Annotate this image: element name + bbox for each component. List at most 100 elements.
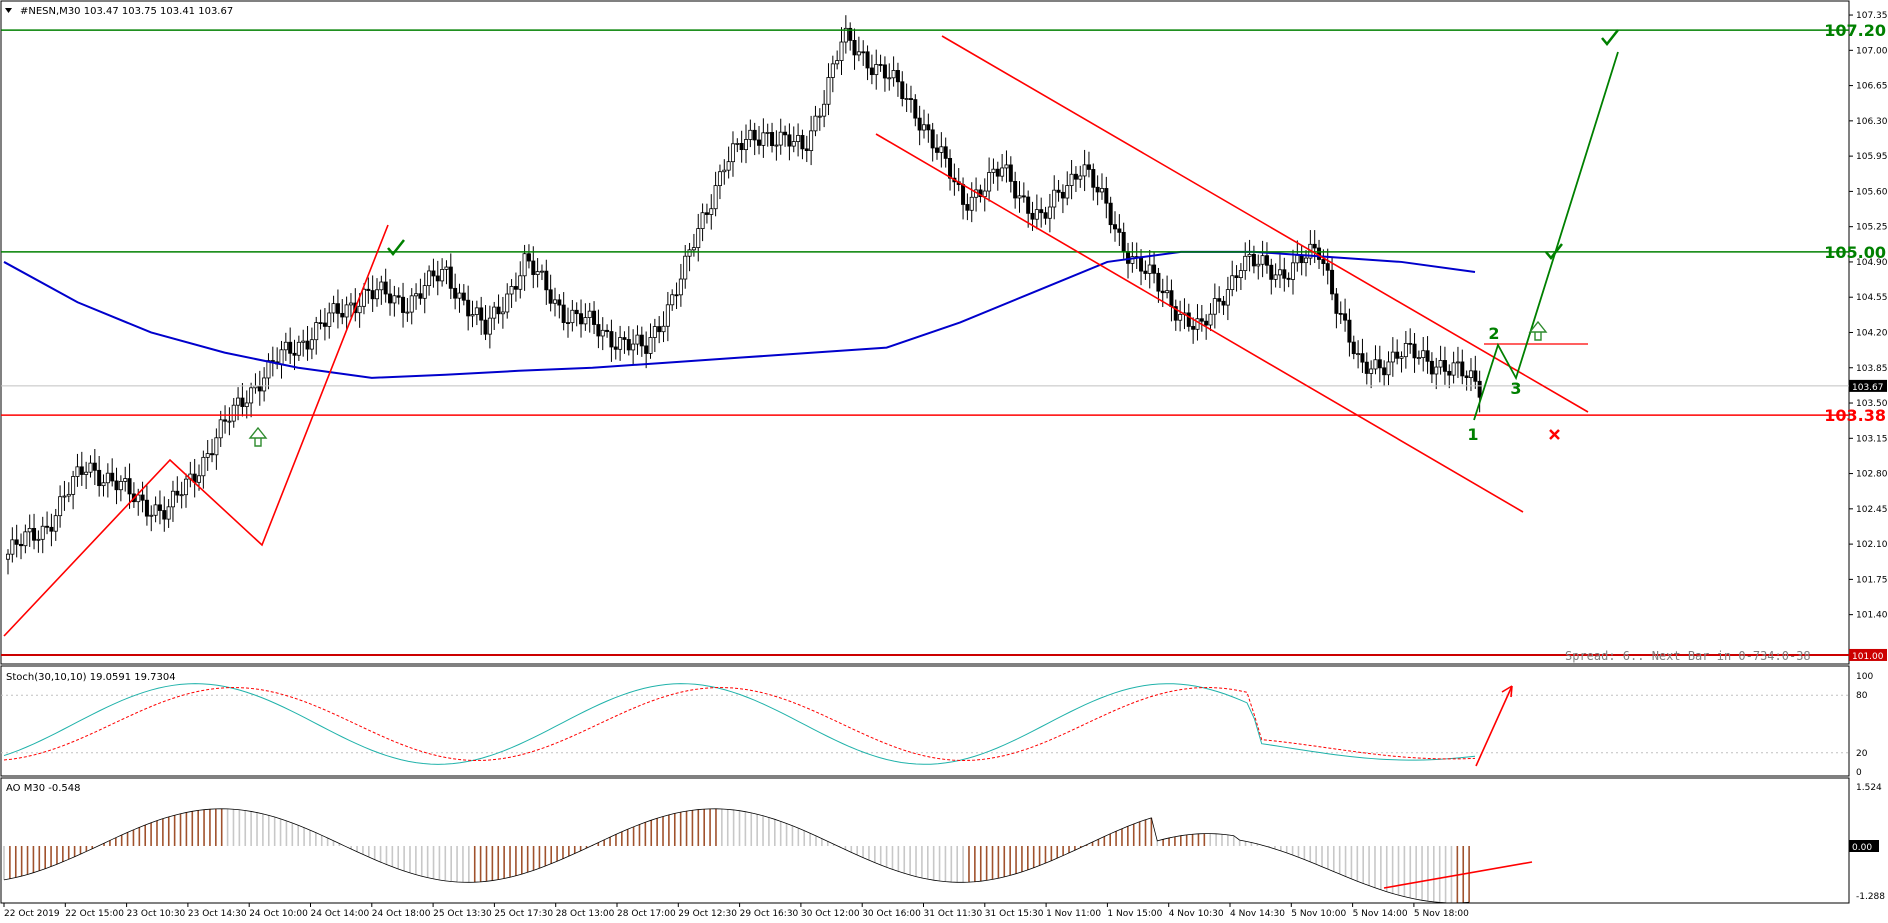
candle-body [1377, 359, 1382, 369]
candle-body [921, 124, 926, 131]
candle-body [1369, 368, 1374, 374]
candle-body [1468, 370, 1473, 378]
candle-body [448, 266, 453, 289]
price-tick-label: 104.20 [1856, 328, 1888, 338]
candle-body [631, 343, 636, 351]
candle-body [1139, 256, 1144, 272]
candle-body [843, 27, 848, 43]
candle-body [19, 543, 24, 547]
candle-body [961, 184, 966, 205]
candle-body [735, 143, 740, 145]
candle-body [1212, 298, 1217, 315]
candle-body [709, 208, 714, 215]
candle-body [1408, 342, 1413, 345]
time-tick-label: 29 Oct 16:30 [740, 909, 799, 919]
candle-body [1113, 224, 1118, 230]
candle-body [40, 525, 45, 540]
candle-body [748, 129, 753, 140]
price-tick-label: 105.95 [1856, 152, 1888, 162]
level-label: 103.38 [1824, 406, 1886, 425]
candle-body [1108, 202, 1113, 226]
time-tick-label: 23 Oct 10:30 [127, 909, 186, 919]
candle-body [322, 322, 327, 327]
candle-body [335, 303, 340, 314]
candle-body [609, 331, 614, 348]
checkmark-icon [387, 239, 405, 256]
candle-body [53, 515, 58, 532]
channel-upper-line [941, 35, 1589, 413]
candle-body [882, 64, 887, 79]
candle-body [830, 63, 835, 78]
candle-body [340, 312, 345, 318]
candle-body [75, 466, 80, 477]
close-icon [1549, 429, 1560, 440]
candle-body [427, 270, 432, 287]
candle-body [1429, 360, 1434, 375]
candles-layer [6, 15, 1482, 575]
candle-body [613, 346, 618, 350]
candle-body [1395, 351, 1400, 359]
candle-body [262, 377, 267, 392]
candle-body [500, 311, 505, 315]
candle-body [574, 309, 579, 315]
candle-body [440, 269, 445, 282]
time-tick-label: 30 Oct 12:00 [801, 909, 860, 919]
candle-body [348, 302, 353, 306]
candle-body [1078, 175, 1083, 180]
up-arrow-icon [1528, 320, 1548, 341]
ao-zero-tag [1849, 840, 1879, 852]
level-label: 107.20 [1824, 21, 1886, 40]
candle-body [1178, 314, 1183, 321]
candle-body [361, 288, 366, 307]
price-tick-label: 107.00 [1856, 46, 1888, 56]
candle-body [1152, 264, 1157, 274]
checkmark-icon [1601, 29, 1619, 46]
candle-body [826, 77, 831, 105]
candle-body [787, 134, 792, 147]
candle-body [622, 337, 627, 340]
candle-body [939, 146, 944, 153]
candle-body [1217, 298, 1222, 302]
candle-body [240, 397, 245, 407]
price-tick-label: 101.75 [1856, 575, 1888, 585]
candle-body [1399, 356, 1404, 359]
candle-body [635, 334, 640, 345]
candle-body [583, 317, 588, 325]
candle-body [296, 341, 301, 356]
time-tick-label: 28 Oct 13:00 [556, 909, 615, 919]
candle-body [917, 117, 922, 131]
arrow-head-icon [1501, 685, 1513, 698]
candle-body [1277, 269, 1282, 276]
candle-body [1304, 257, 1309, 264]
candle-body [453, 287, 458, 299]
candle-body [1099, 188, 1104, 193]
candle-body [344, 304, 349, 318]
horizontal-levels: 107.20 105.00 103.38 101.00 103.67 [1, 21, 1887, 662]
candle-body [1273, 274, 1278, 280]
candle-body [1017, 195, 1022, 199]
time-tick-label: 29 Oct 12:30 [678, 909, 737, 919]
candle-body [587, 310, 592, 318]
chevron-down-icon[interactable] [5, 8, 12, 13]
candle-body [144, 499, 149, 517]
candle-body [1021, 195, 1026, 198]
candle-body [717, 171, 722, 187]
candle-body [1039, 209, 1044, 214]
candle-body [496, 306, 501, 315]
candle-body [1160, 290, 1165, 294]
candle-body [1264, 255, 1269, 266]
candle-body [744, 139, 749, 151]
candle-body [1412, 343, 1417, 359]
candle-body [1008, 164, 1013, 182]
candle-body [97, 469, 102, 487]
candle-body [865, 51, 870, 69]
candle-body [301, 340, 306, 343]
candle-body [1338, 312, 1343, 315]
candle-body [1026, 196, 1031, 214]
candle-body [1256, 263, 1261, 267]
candle-body [557, 299, 562, 306]
candle-body [396, 295, 401, 298]
candle-body [218, 419, 223, 439]
candle-body [674, 294, 679, 297]
